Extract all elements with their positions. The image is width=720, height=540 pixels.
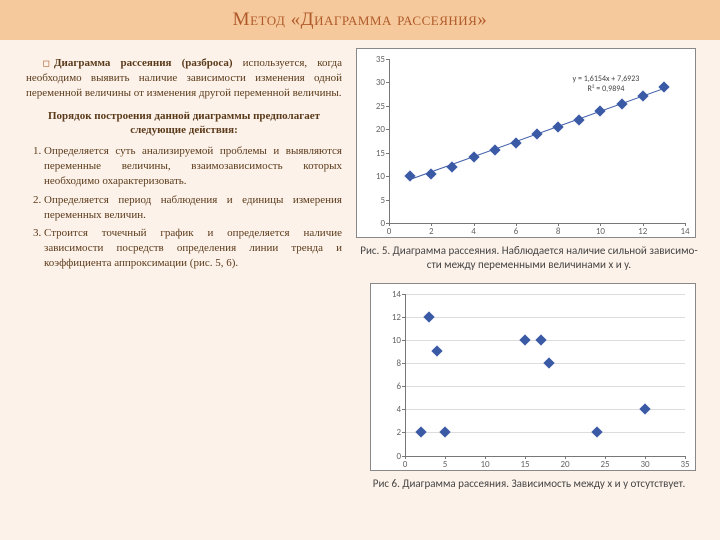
caption-1: Рис. 5. Диаграмма рассеяния. Наблюдается… <box>356 244 702 273</box>
title-bar: Метод «Диаграмма рассеяния» <box>0 0 720 40</box>
lead-bold: Диаграмма рассеяния (разброса) <box>54 57 233 69</box>
caption-2: Рис 6. Диаграмма рассеяния. Зависимость … <box>356 477 702 491</box>
list-item: Определяется суть анализируемой проблемы… <box>44 144 342 189</box>
list-item: Определяется период наблюдения и единицы… <box>44 193 342 223</box>
content-wrap: ◻Диаграмма рассеяния (разброса) использу… <box>0 40 720 540</box>
text-column: ◻Диаграмма рассеяния (разброса) использу… <box>0 40 350 540</box>
scatter-chart-1: 0510152025303502468101214y = 1,6154x + 7… <box>356 48 696 238</box>
scatter-chart-2: 0246810121405101520253035 <box>370 283 696 471</box>
bullet-icon: ◻ <box>43 58 50 68</box>
sub-heading: Порядок построения данной диаграммы пред… <box>26 109 342 139</box>
list-item: Строится точечный график и определяется … <box>44 226 342 271</box>
chart-column: 0510152025303502468101214y = 1,6154x + 7… <box>350 40 720 540</box>
lead-paragraph: ◻Диаграмма рассеяния (разброса) использу… <box>26 56 342 101</box>
steps-list: Определяется суть анализируемой проблемы… <box>36 144 342 271</box>
page-title: Метод «Диаграмма рассеяния» <box>233 9 488 31</box>
